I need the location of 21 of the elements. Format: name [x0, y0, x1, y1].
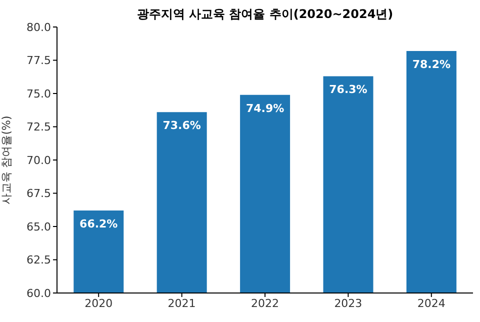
y-tick-label: 67.5	[26, 187, 51, 200]
data-label: 74.9%	[246, 102, 284, 115]
y-tick-label: 77.5	[26, 54, 51, 68]
x-tick-label: 2021	[168, 296, 196, 310]
y-tick-label: 72.5	[26, 120, 51, 134]
x-tick-label: 2024	[417, 296, 446, 310]
y-axis-title: 사교육 참여율(%)	[0, 116, 13, 204]
chart-title: 광주지역 사교육 참여율 추이(2020~2024년)	[136, 6, 394, 23]
y-tick-label: 80.0	[26, 20, 51, 34]
data-label: 66.2%	[80, 218, 118, 231]
x-tick-label: 2020	[84, 296, 113, 310]
x-tick-label: 2023	[334, 296, 362, 310]
x-tick-label: 2022	[251, 296, 279, 310]
y-tick-label: 75.0	[26, 87, 51, 100]
y-tick-label: 62.5	[26, 254, 51, 267]
data-label: 76.3%	[329, 83, 368, 96]
data-label: 78.2%	[412, 58, 451, 71]
y-tick-label: 60.0	[26, 286, 51, 300]
data-label: 73.6%	[162, 119, 201, 132]
y-tick-label: 65.0	[26, 220, 51, 234]
y-tick-label: 70.0	[26, 154, 51, 167]
